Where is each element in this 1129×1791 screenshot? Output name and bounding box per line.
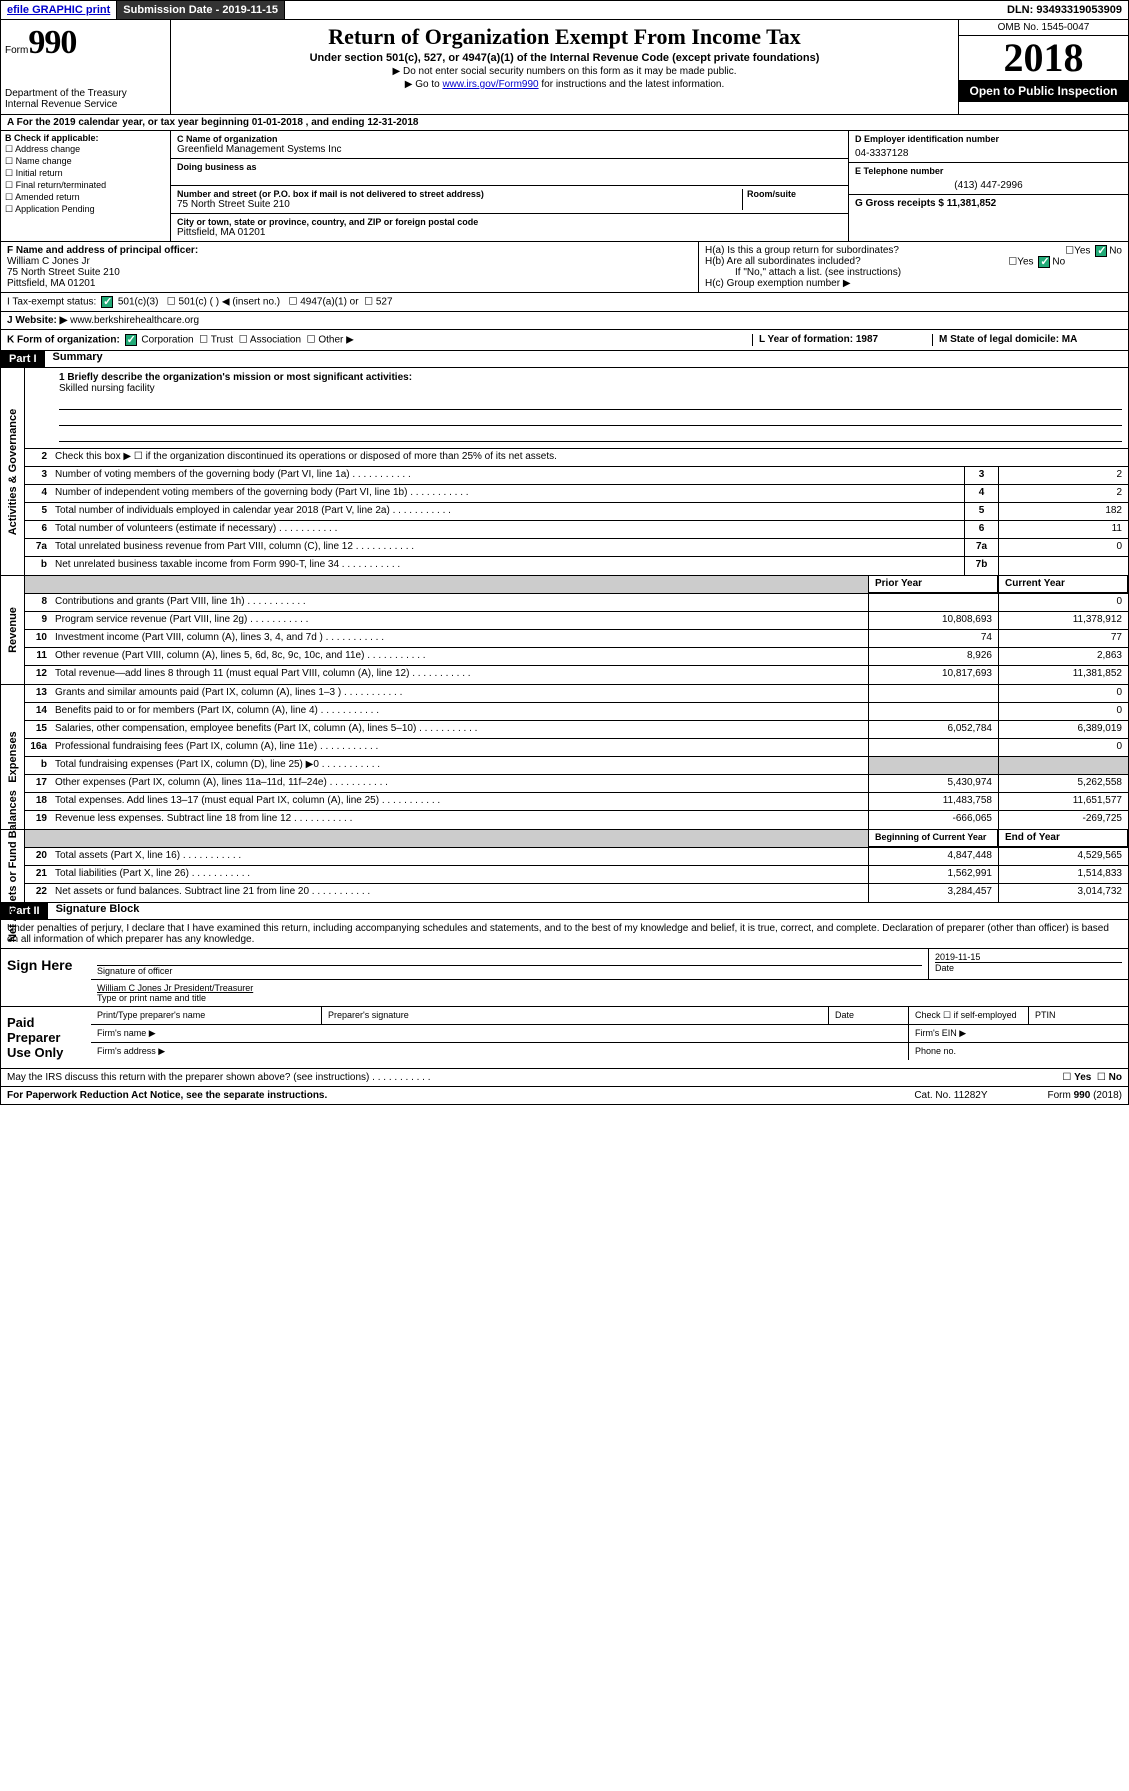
form-title: Return of Organization Exempt From Incom… xyxy=(177,24,952,50)
discuss-row: May the IRS discuss this return with the… xyxy=(0,1069,1129,1087)
governance-section: Activities & Governance 1 Briefly descri… xyxy=(0,368,1129,576)
table-row: 17Other expenses (Part IX, column (A), l… xyxy=(25,775,1128,793)
ssn-note: ▶ Do not enter social security numbers o… xyxy=(177,66,952,77)
org-address: 75 North Street Suite 210 xyxy=(177,199,742,210)
table-row: 10Investment income (Part VIII, column (… xyxy=(25,630,1128,648)
table-row: 11Other revenue (Part VIII, column (A), … xyxy=(25,648,1128,666)
chk-amended[interactable]: ☐ Amended return xyxy=(5,192,166,203)
dln: DLN: 93493319053909 xyxy=(1001,1,1128,19)
perjury-statement: Under penalties of perjury, I declare th… xyxy=(0,920,1129,949)
chk-initial[interactable]: ☐ Initial return xyxy=(5,168,166,179)
table-row: 22Net assets or fund balances. Subtract … xyxy=(25,884,1128,902)
section-bcd: B Check if applicable: ☐ Address change … xyxy=(0,131,1129,242)
table-row: 21Total liabilities (Part X, line 26)1,5… xyxy=(25,866,1128,884)
mission-text: Skilled nursing facility xyxy=(59,383,155,394)
row-fh: F Name and address of principal officer:… xyxy=(0,242,1129,293)
form-number: Form 990 xyxy=(5,24,166,62)
dept-treasury: Department of the Treasury Internal Reve… xyxy=(5,88,166,110)
table-row: 3Number of voting members of the governi… xyxy=(25,467,1128,485)
part1-header: Part I Summary xyxy=(0,351,1129,368)
table-row: 12Total revenue—add lines 8 through 11 (… xyxy=(25,666,1128,684)
table-row: bTotal fundraising expenses (Part IX, co… xyxy=(25,757,1128,775)
submission-date: Submission Date - 2019-11-15 xyxy=(117,1,285,19)
org-name: Greenfield Management Systems Inc xyxy=(177,144,842,155)
goto-note: ▶ Go to www.irs.gov/Form990 for instruct… xyxy=(177,79,952,90)
chk-pending[interactable]: ☐ Application Pending xyxy=(5,204,166,215)
table-row: 5Total number of individuals employed in… xyxy=(25,503,1128,521)
irs-link[interactable]: www.irs.gov/Form990 xyxy=(442,79,538,90)
tax-year: 2018 xyxy=(959,36,1128,80)
chk-final[interactable]: ☐ Final return/terminated xyxy=(5,180,166,191)
row-a-tax-year: A For the 2019 calendar year, or tax yea… xyxy=(0,115,1129,131)
open-inspection: Open to Public Inspection xyxy=(959,80,1128,102)
box-h: H(a) Is this a group return for subordin… xyxy=(698,242,1128,292)
topbar: efile GRAPHIC print Submission Date - 20… xyxy=(0,0,1129,20)
org-city: Pittsfield, MA 01201 xyxy=(177,227,842,238)
officer-name: William C Jones Jr President/Treasurer xyxy=(97,983,1122,993)
table-row: 15Salaries, other compensation, employee… xyxy=(25,721,1128,739)
part2-header: Part II Signature Block xyxy=(0,903,1129,920)
table-row: 13Grants and similar amounts paid (Part … xyxy=(25,685,1128,703)
table-row: 9Program service revenue (Part VIII, lin… xyxy=(25,612,1128,630)
website: www.berkshirehealthcare.org xyxy=(67,315,199,326)
ein: 04-3337128 xyxy=(855,148,1122,159)
gross-receipts: G Gross receipts $ 11,381,852 xyxy=(855,198,996,209)
row-i: I Tax-exempt status: 501(c)(3) ☐ 501(c) … xyxy=(0,293,1129,312)
box-c: C Name of organization Greenfield Manage… xyxy=(171,131,848,241)
efile-link[interactable]: efile GRAPHIC print xyxy=(1,1,117,19)
omb-number: OMB No. 1545-0047 xyxy=(959,20,1128,36)
box-f: F Name and address of principal officer:… xyxy=(1,242,698,292)
footer: For Paperwork Reduction Act Notice, see … xyxy=(0,1087,1129,1105)
table-row: 16aProfessional fundraising fees (Part I… xyxy=(25,739,1128,757)
chk-501c3[interactable] xyxy=(101,296,113,308)
table-row: 20Total assets (Part X, line 16)4,847,44… xyxy=(25,848,1128,866)
table-row: 14Benefits paid to or for members (Part … xyxy=(25,703,1128,721)
chk-name[interactable]: ☐ Name change xyxy=(5,156,166,167)
table-row: 6Total number of volunteers (estimate if… xyxy=(25,521,1128,539)
netassets-section: Net Assets or Fund Balances Beginning of… xyxy=(0,830,1129,903)
row-j: J Website: ▶ www.berkshirehealthcare.org xyxy=(0,312,1129,330)
row-k: K Form of organization: Corporation ☐ Tr… xyxy=(0,330,1129,351)
table-row: 7aTotal unrelated business revenue from … xyxy=(25,539,1128,557)
table-row: 19Revenue less expenses. Subtract line 1… xyxy=(25,811,1128,829)
form-header: Form 990 Department of the Treasury Inte… xyxy=(0,20,1129,115)
telephone: (413) 447-2996 xyxy=(855,180,1122,191)
expenses-section: Expenses 13Grants and similar amounts pa… xyxy=(0,685,1129,830)
table-row: bNet unrelated business taxable income f… xyxy=(25,557,1128,575)
table-row: 18Total expenses. Add lines 13–17 (must … xyxy=(25,793,1128,811)
box-b: B Check if applicable: ☐ Address change … xyxy=(1,131,171,241)
table-row: 8Contributions and grants (Part VIII, li… xyxy=(25,594,1128,612)
chk-corp[interactable] xyxy=(125,334,137,346)
form-subtitle: Under section 501(c), 527, or 4947(a)(1)… xyxy=(177,52,952,64)
table-row: 4Number of independent voting members of… xyxy=(25,485,1128,503)
paid-preparer: Paid Preparer Use Only Print/Type prepar… xyxy=(0,1007,1129,1069)
sign-here: Sign Here Signature of officer 2019-11-1… xyxy=(0,949,1129,1007)
revenue-section: Revenue Prior YearCurrent Year 8Contribu… xyxy=(0,576,1129,685)
chk-address[interactable]: ☐ Address change xyxy=(5,144,166,155)
box-de: D Employer identification number 04-3337… xyxy=(848,131,1128,241)
